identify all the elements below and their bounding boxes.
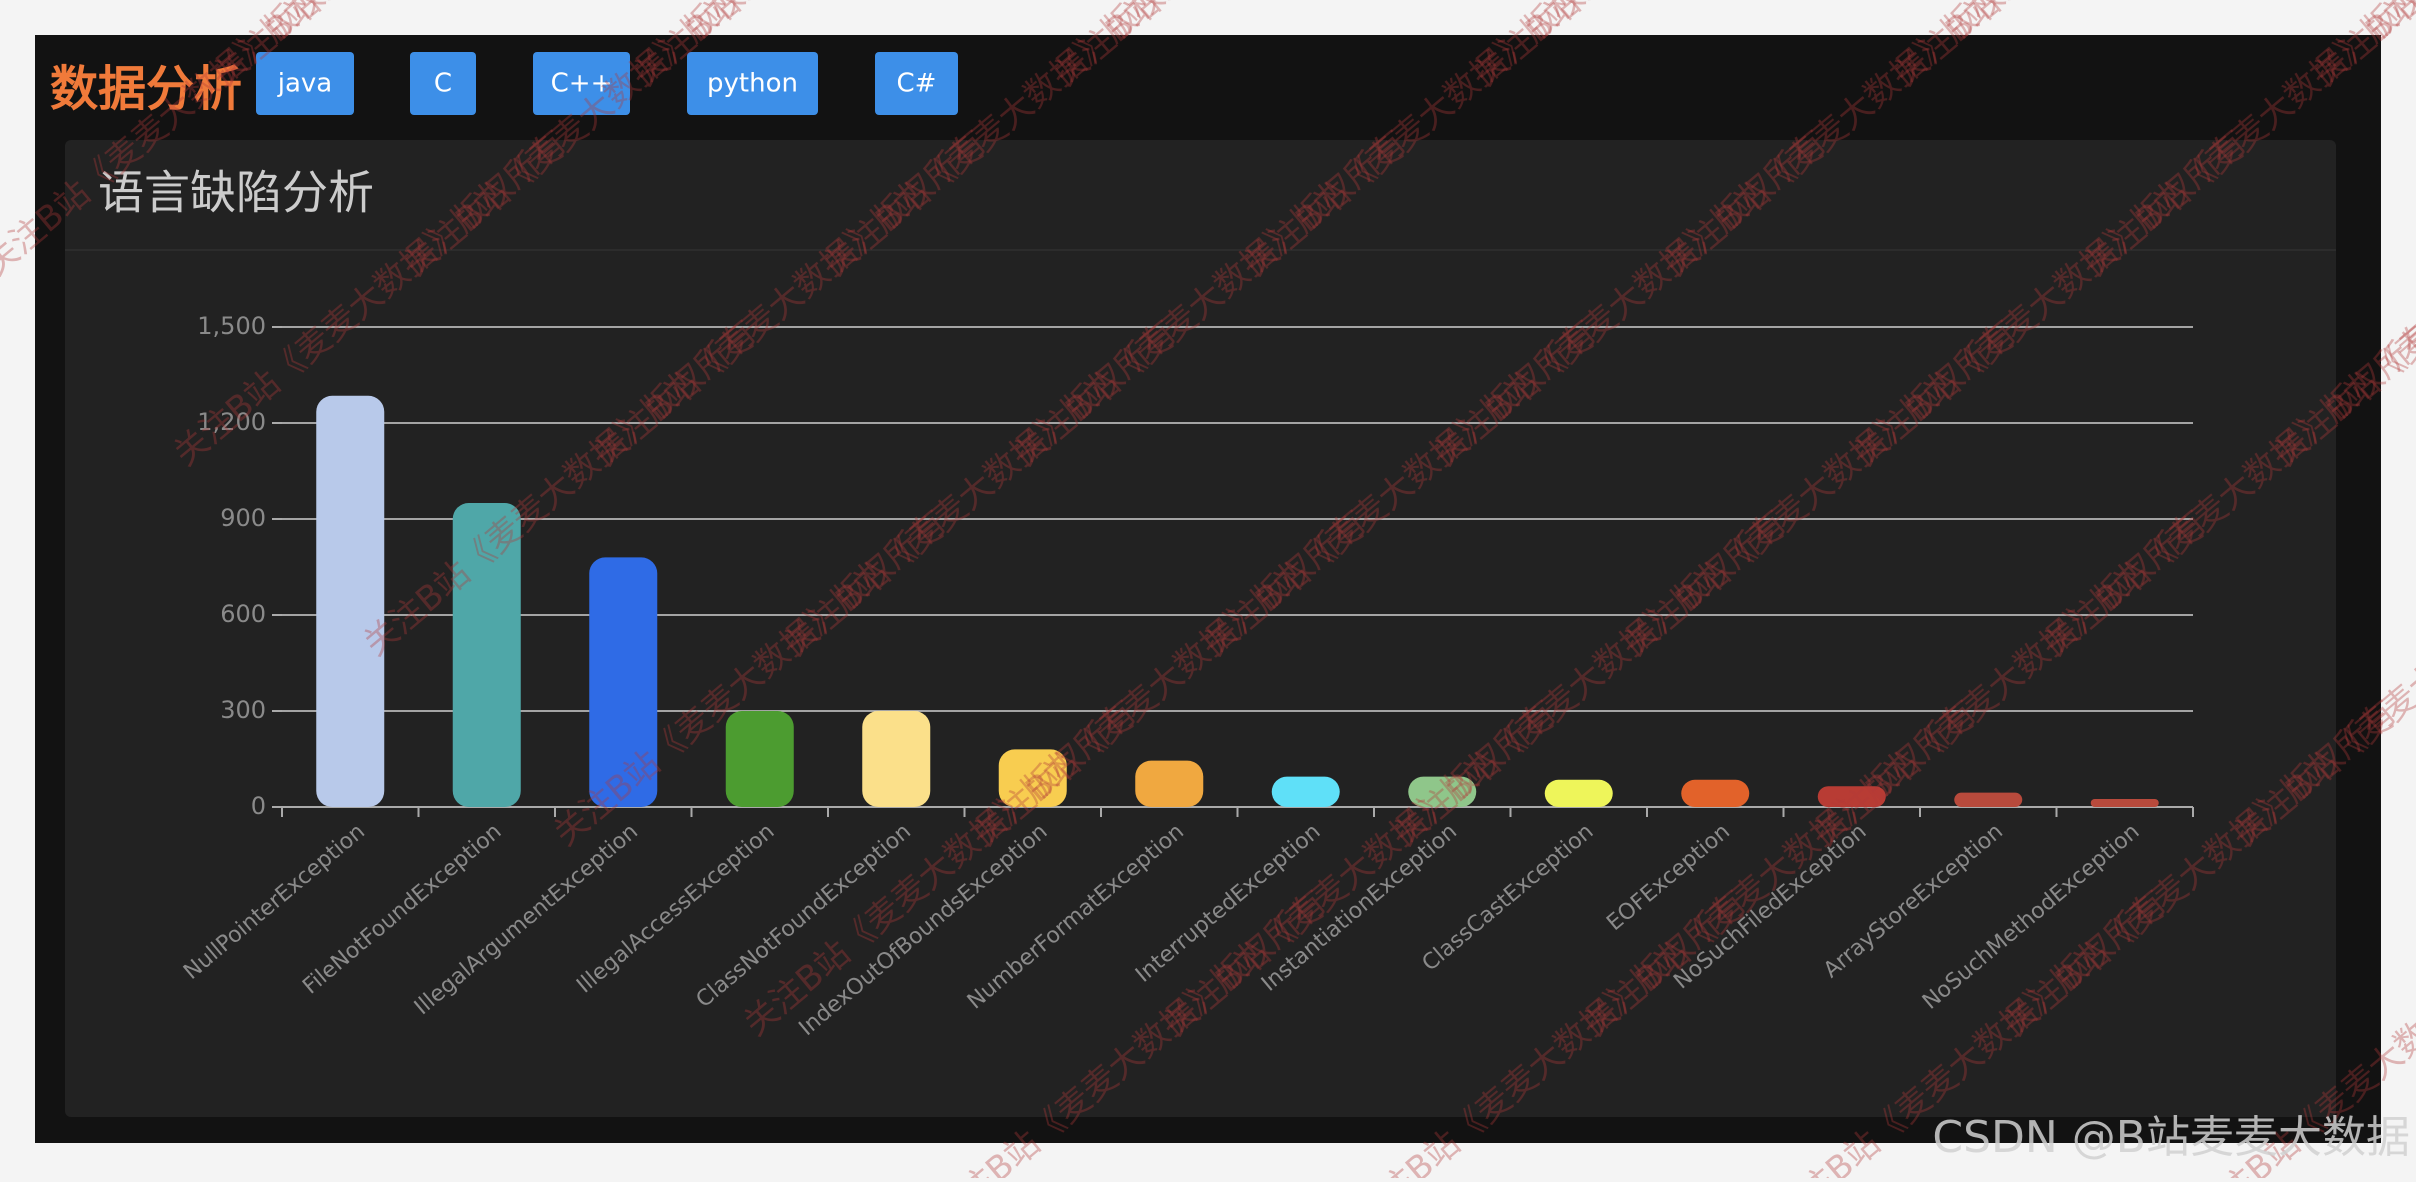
bar xyxy=(1817,786,1886,807)
lang-button-label[interactable]: C++ xyxy=(551,69,613,99)
y-tick-label: 600 xyxy=(220,600,266,628)
y-tick-label: 0 xyxy=(251,792,266,820)
app-title: 数据分析 xyxy=(50,61,242,117)
bar xyxy=(1271,776,1340,807)
bar xyxy=(1954,792,2023,807)
bar xyxy=(316,395,385,807)
lang-button[interactable] xyxy=(533,52,630,115)
bar xyxy=(1544,779,1613,807)
y-tick-label: 300 xyxy=(220,696,266,724)
y-tick-label: 1,200 xyxy=(197,408,266,436)
lang-button-label[interactable]: java xyxy=(277,69,332,99)
bar xyxy=(589,557,658,807)
lang-button-label[interactable]: C xyxy=(434,69,452,99)
lang-button[interactable] xyxy=(687,52,818,115)
bar xyxy=(2090,799,2159,807)
lang-button[interactable] xyxy=(875,52,958,115)
bar xyxy=(1408,776,1477,807)
lang-button-label[interactable]: C# xyxy=(897,69,937,99)
bar xyxy=(862,711,931,807)
button-bar: java C C++ python C# xyxy=(256,52,958,115)
footer-credit: CSDN @B站麦麦大数据 xyxy=(1932,1112,2410,1163)
y-tick-label: 900 xyxy=(220,504,266,532)
bar xyxy=(452,503,521,807)
bar xyxy=(725,711,794,807)
bar xyxy=(1135,760,1204,807)
y-tick-label: 1,500 xyxy=(197,312,266,340)
bar xyxy=(998,749,1067,807)
lang-button[interactable] xyxy=(410,52,476,115)
card-title: 语言缺陷分析 xyxy=(98,166,374,220)
lang-button[interactable] xyxy=(256,52,354,115)
lang-button-label[interactable]: python xyxy=(707,69,798,99)
card xyxy=(65,140,2336,1117)
bar xyxy=(1681,779,1750,807)
